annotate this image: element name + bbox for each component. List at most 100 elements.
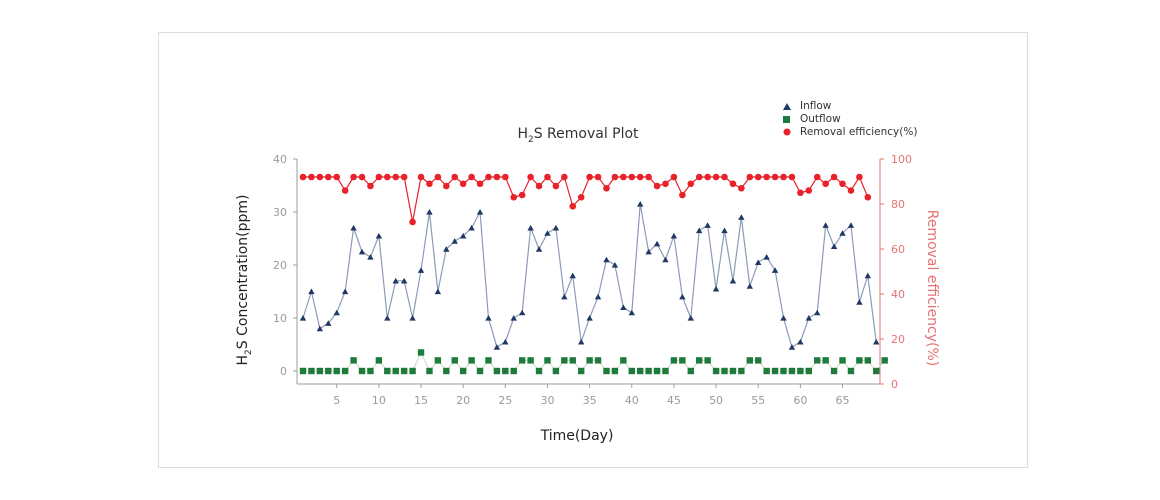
inflow-point (577, 338, 585, 345)
outflow-point (400, 367, 408, 375)
inflow-point (451, 238, 458, 244)
outflow-point (620, 357, 627, 364)
inflow-point (552, 224, 560, 231)
efficiency-point (712, 173, 720, 181)
efficiency-point (780, 173, 787, 181)
chart-title: H2S Removal Plot (517, 126, 639, 145)
axes (296, 159, 881, 385)
outflow-point (333, 367, 340, 375)
outflow-point (746, 357, 753, 364)
outflow-point (594, 357, 602, 364)
inflow-point (729, 277, 737, 284)
series-outflow (299, 349, 888, 375)
inflow-point (510, 315, 517, 321)
y2-tick-label: 60 (891, 243, 905, 256)
efficiency-point (695, 173, 703, 181)
outflow-point (325, 367, 332, 375)
inflow-point (864, 272, 872, 279)
inflow-point (476, 209, 484, 215)
efficiency-point (577, 193, 585, 201)
inflow-point (805, 315, 812, 321)
y-ticks: 0 10 20 30 40 (273, 153, 297, 378)
efficiency-point (552, 182, 560, 190)
inflow-point (830, 243, 838, 250)
inflow-point (738, 214, 745, 220)
efficiency-point (653, 182, 661, 190)
inflow-point (721, 227, 728, 234)
outflow-point (459, 367, 467, 375)
outflow-point (544, 357, 551, 364)
inflow-point (502, 338, 509, 345)
inflow-point (586, 315, 593, 321)
efficiency-point (561, 173, 568, 181)
efficiency-point (620, 173, 627, 181)
legend-marker-efficiency (783, 128, 791, 136)
efficiency-point (704, 173, 711, 181)
x-tick-label: 60 (793, 394, 807, 407)
outflow-point (771, 367, 779, 375)
outflow-point (856, 357, 863, 364)
outflow-point (712, 367, 720, 375)
outflow-point (696, 357, 703, 364)
inflow-point (409, 315, 416, 321)
outflow-point (510, 367, 517, 375)
efficiency-point (754, 173, 762, 181)
x-tick-label: 65 (836, 394, 850, 407)
y2-tick-label: 80 (891, 198, 905, 211)
efficiency-point (367, 182, 374, 190)
efficiency-point (813, 173, 821, 181)
outflow-point (569, 357, 576, 364)
inflow-point (755, 259, 762, 265)
outflow-point (518, 357, 526, 364)
inflow-point (847, 222, 855, 228)
efficiency-point (822, 180, 829, 188)
efficiency-point (738, 184, 745, 192)
efficiency-point (721, 173, 728, 181)
efficiency-point (864, 193, 872, 201)
inflow-point (299, 315, 307, 321)
inflow-point (603, 256, 610, 263)
inflow-point (384, 315, 391, 321)
efficiency-point (679, 191, 686, 199)
outflow-point (577, 367, 585, 375)
inflow-point (839, 230, 846, 236)
inflow-point (771, 267, 779, 273)
outflow-point (341, 367, 349, 375)
legend: Inflow Outflow Removal efficiency(%) (783, 100, 917, 138)
y2-axis-label: Removal efficiency(%) (924, 210, 940, 367)
inflow-point (822, 222, 829, 228)
efficiency-point (830, 173, 838, 181)
outflow-point (738, 367, 745, 375)
efficiency-point (569, 202, 577, 210)
x-tick-label: 5 (333, 394, 340, 407)
outflow-point (384, 367, 391, 375)
efficiency-point (308, 173, 315, 181)
efficiency-point (586, 173, 593, 181)
inflow-point (443, 246, 450, 252)
inflow-point (535, 246, 543, 252)
outflow-point (350, 357, 357, 364)
inflow-point (316, 325, 324, 332)
outflow-point (603, 367, 610, 375)
efficiency-point (797, 189, 804, 197)
efficiency-point (333, 173, 341, 181)
efficiency-point (358, 173, 366, 181)
x-tick-label: 55 (751, 394, 765, 407)
y2-tick-label: 40 (891, 288, 905, 301)
efficiency-point (518, 191, 526, 199)
outflow-point (392, 367, 399, 375)
efficiency-point (535, 182, 543, 190)
outflow-point (561, 357, 568, 364)
inflow-point (788, 344, 796, 350)
efficiency-point (502, 173, 509, 181)
efficiency-point (384, 173, 391, 181)
inflow-point (856, 299, 863, 305)
x-tick-label: 15 (414, 394, 428, 407)
inflow-point (628, 309, 635, 316)
inflow-point (392, 277, 399, 284)
outflow-point (417, 349, 425, 356)
outflow-point (375, 357, 383, 364)
inflow-point (417, 267, 425, 273)
inflow-point (704, 222, 711, 228)
